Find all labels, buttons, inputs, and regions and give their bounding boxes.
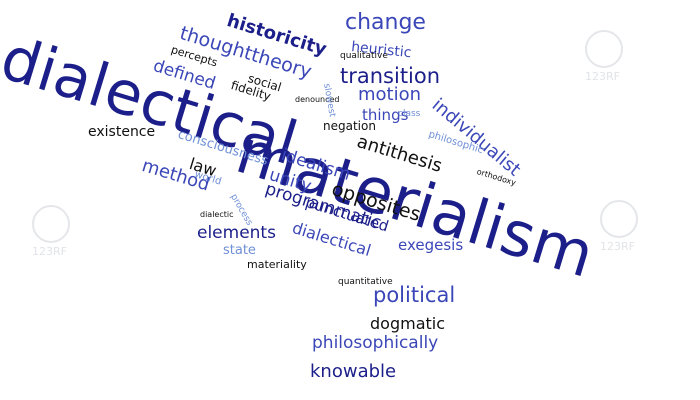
- word-39: quantitative: [338, 277, 393, 287]
- word-36: exegesis: [398, 236, 464, 254]
- word-12: motion: [358, 84, 422, 105]
- word-9: transition: [340, 64, 441, 88]
- watermark-text: 123RF: [585, 70, 620, 83]
- watermark-text: 123RF: [32, 245, 67, 258]
- watermark-logo-icon: [600, 200, 638, 238]
- word-42: philosophically: [312, 333, 439, 353]
- watermark-bottom: 123RF: [600, 200, 638, 253]
- word-13: denounced: [295, 95, 340, 104]
- word-32: dialectic: [200, 210, 234, 219]
- word-43: knowable: [310, 361, 397, 382]
- word-17: things: [362, 106, 409, 124]
- watermark-text: 123RF: [600, 240, 635, 253]
- word-18: class: [398, 109, 421, 119]
- word-3: change: [345, 10, 426, 35]
- word-16: negation: [323, 119, 376, 133]
- watermark-right: 123RF: [585, 30, 623, 83]
- word-38: materiality: [247, 258, 307, 271]
- watermark-logo-icon: [32, 205, 70, 243]
- word-14: slowest: [321, 82, 337, 118]
- word-40: political: [373, 283, 456, 307]
- watermark-logo-icon: [585, 30, 623, 68]
- word-5: qualitative: [340, 51, 388, 61]
- word-34: elements: [197, 223, 276, 243]
- watermark-left: 123RF: [32, 205, 70, 258]
- word-20: existence: [88, 124, 156, 140]
- word-41: dogmatic: [370, 314, 446, 333]
- word-37: state: [223, 243, 256, 258]
